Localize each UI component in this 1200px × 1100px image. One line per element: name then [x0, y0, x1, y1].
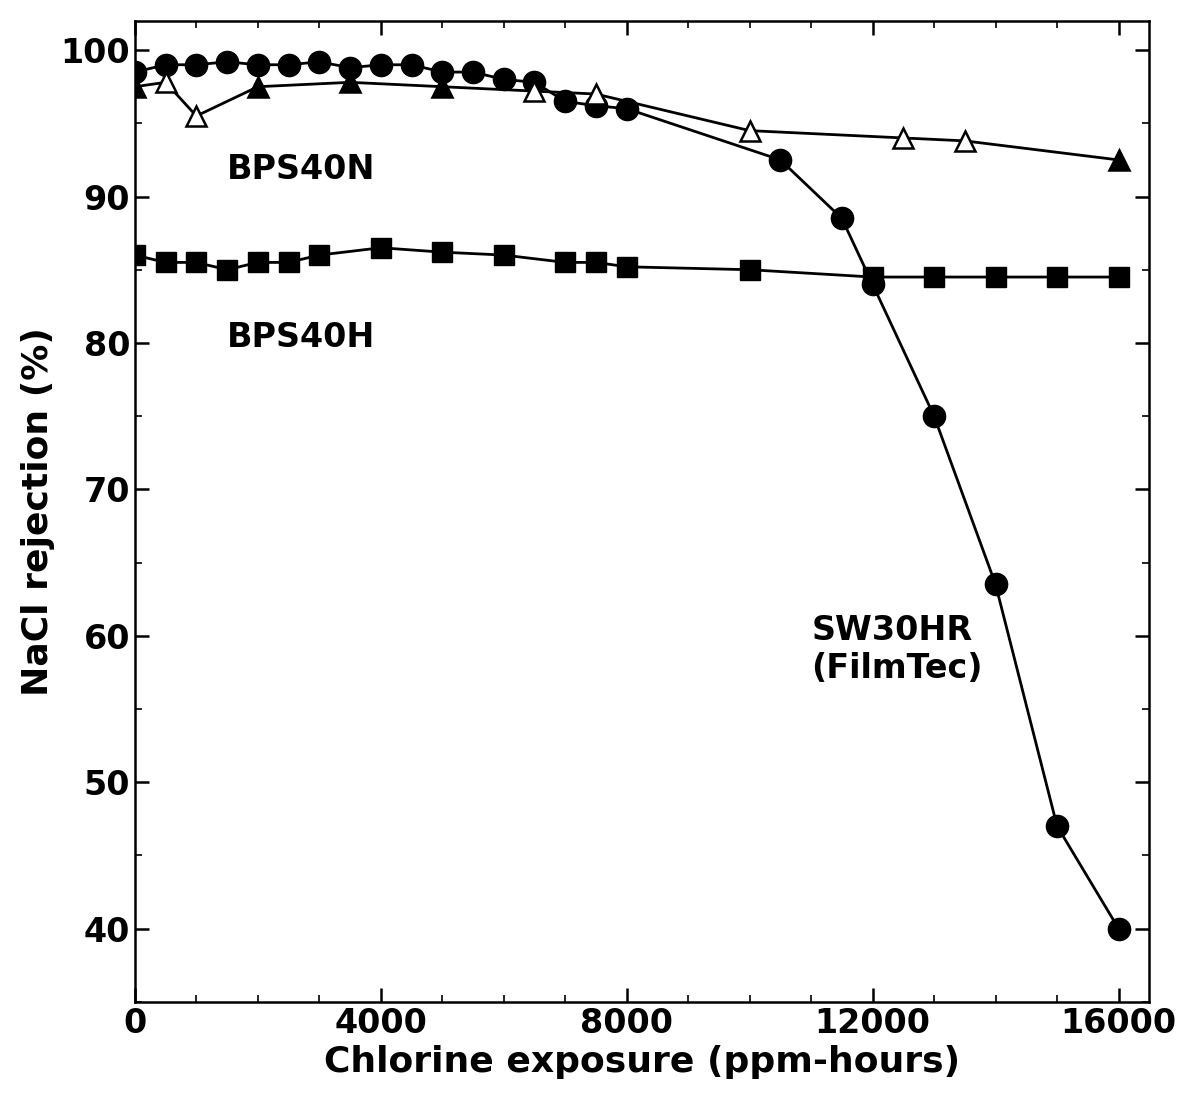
Text: SW30HR
(FilmTec): SW30HR (FilmTec)	[811, 614, 983, 685]
Text: BPS40H: BPS40H	[227, 321, 376, 354]
Text: BPS40N: BPS40N	[227, 153, 376, 186]
Y-axis label: NaCl rejection (%): NaCl rejection (%)	[20, 327, 55, 695]
X-axis label: Chlorine exposure (ppm-hours): Chlorine exposure (ppm-hours)	[324, 1045, 960, 1079]
